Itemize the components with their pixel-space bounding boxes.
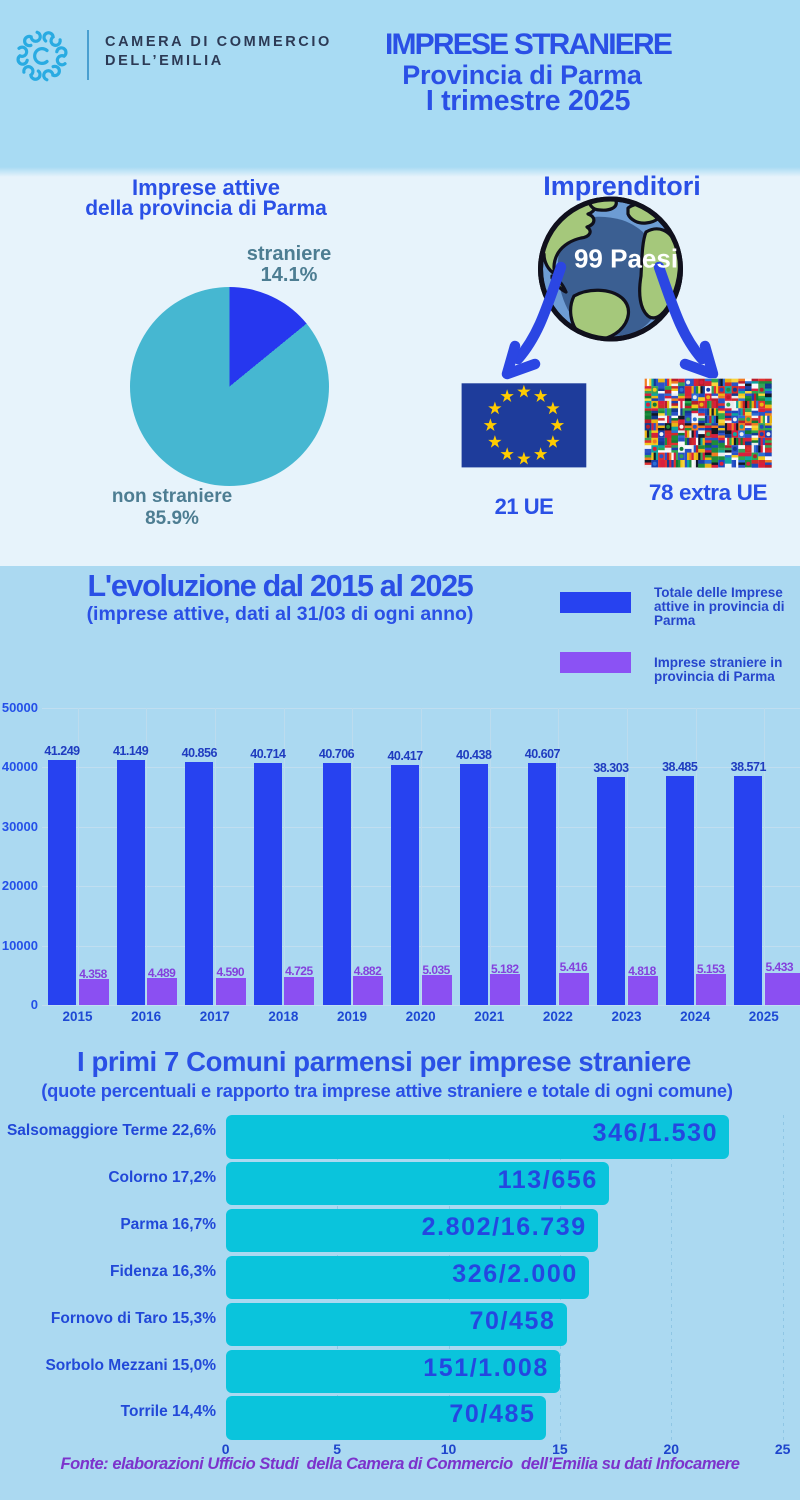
svg-text:99 Paesi: 99 Paesi bbox=[574, 244, 678, 274]
